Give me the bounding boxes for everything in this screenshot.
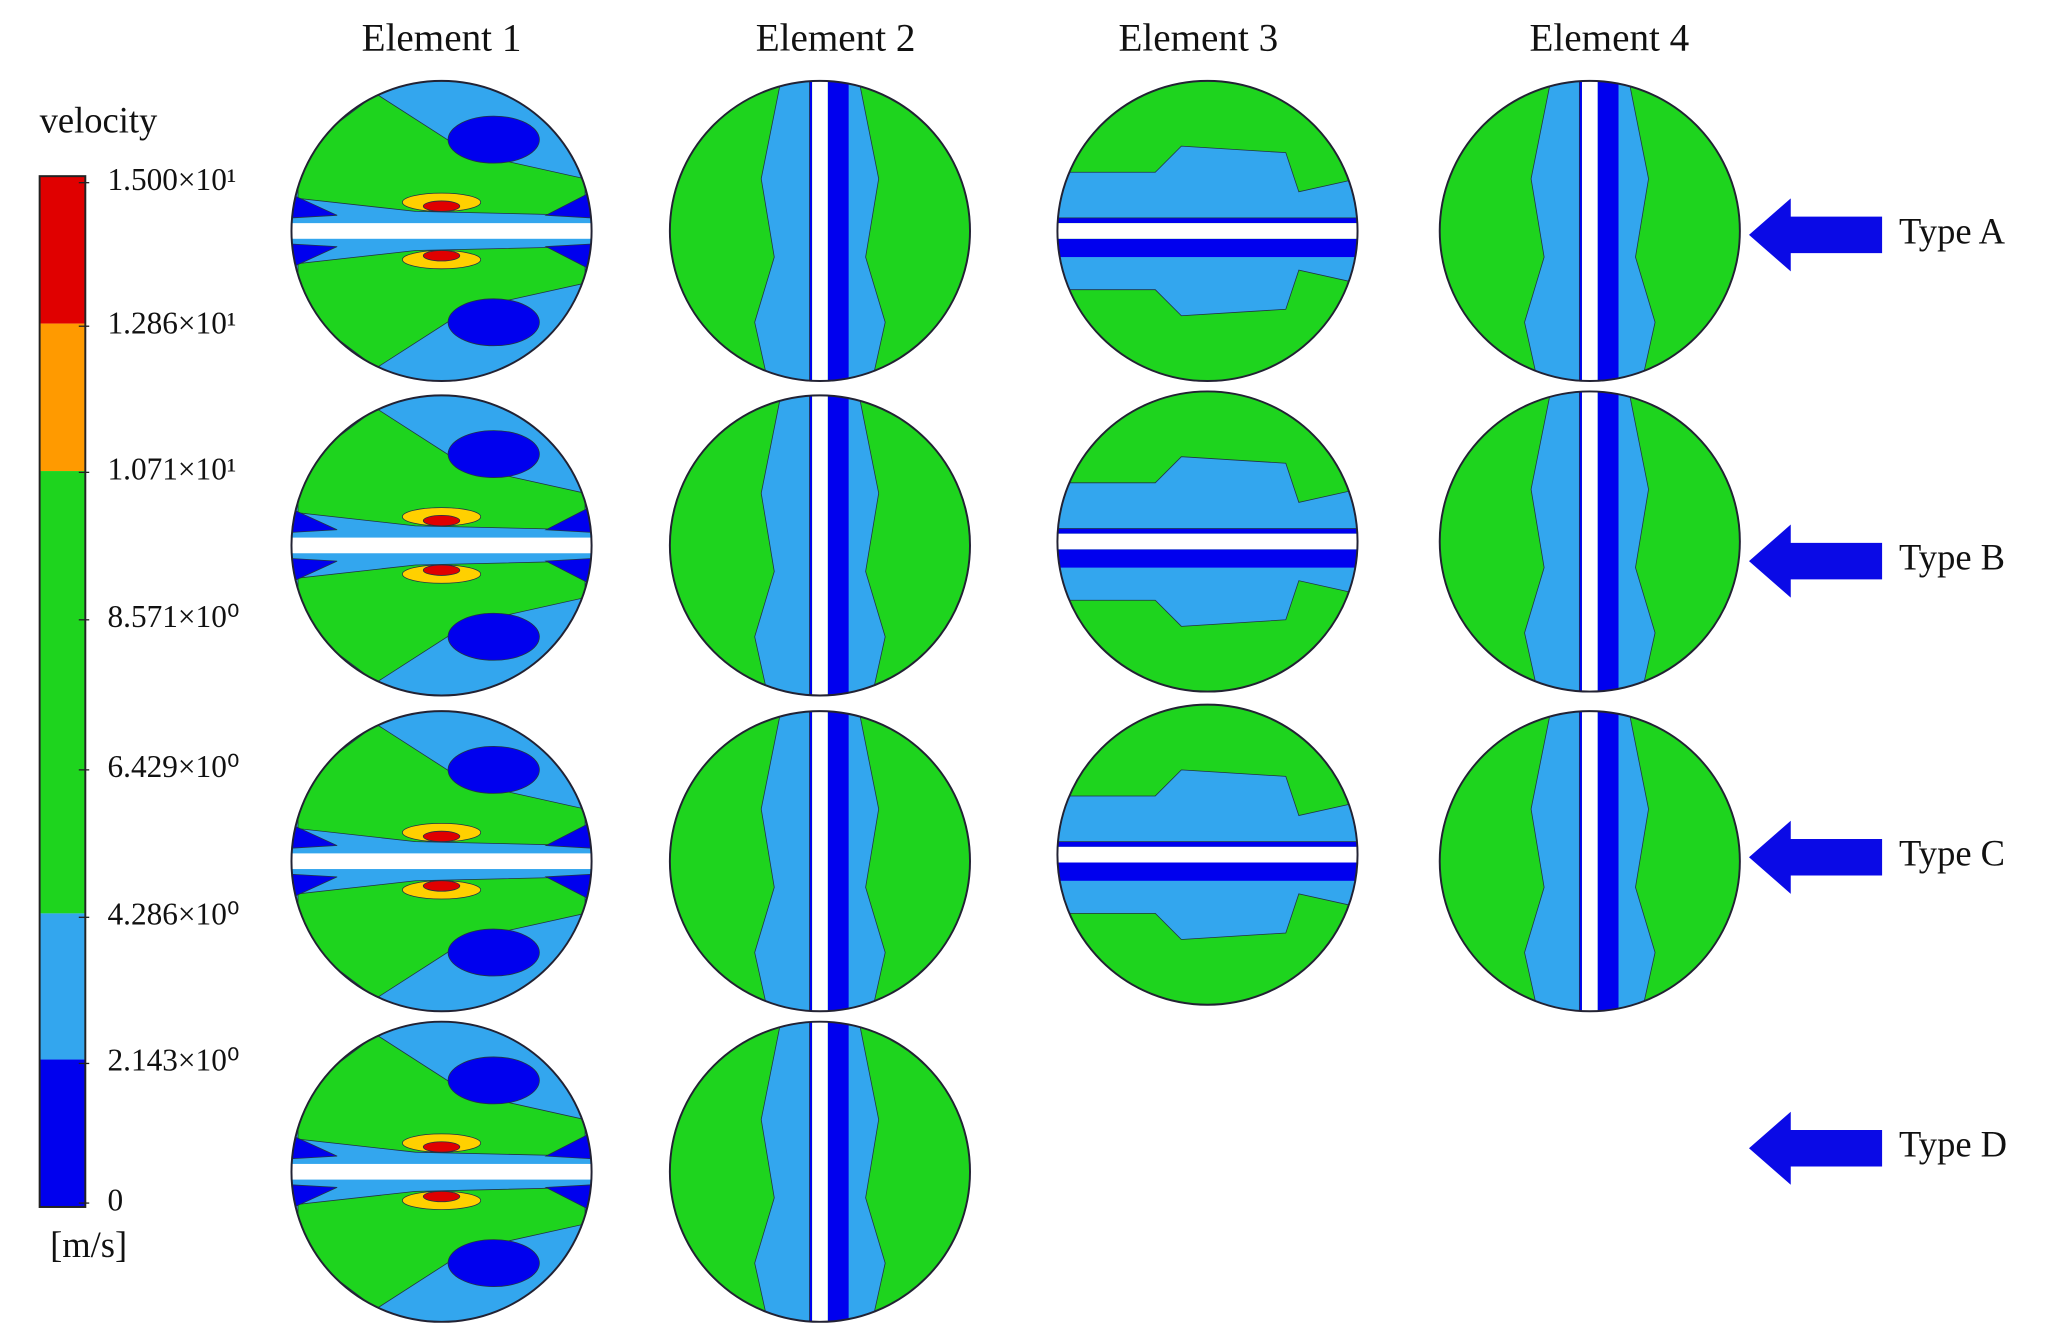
type-arrow <box>1748 198 1883 272</box>
disc-outline <box>1056 390 1359 693</box>
contour-disc <box>669 1021 971 1322</box>
disc-outline <box>1438 79 1741 382</box>
disc-outline <box>668 1020 971 1323</box>
colorbar-tick-label: 1.071×10¹ <box>107 452 236 487</box>
row-label: Type B <box>1899 536 2005 577</box>
disc-outline <box>290 1020 593 1323</box>
contour-disc <box>291 80 592 382</box>
disc-outline <box>1056 79 1359 382</box>
disc-outline <box>290 394 593 697</box>
contour-disc <box>1439 711 1740 1012</box>
disc-outline <box>1438 390 1741 693</box>
disc-outline <box>1056 703 1359 1006</box>
contour-disc <box>1057 704 1358 1005</box>
contour-disc <box>669 711 971 1012</box>
contour-disc <box>1439 80 1740 382</box>
contour-disc <box>291 1021 592 1322</box>
colorbar-tick-label: 1.286×10¹ <box>107 305 236 340</box>
row-label: Type A <box>1899 210 2006 251</box>
column-header: Element 2 <box>756 17 916 60</box>
colorbar <box>38 175 87 1208</box>
colorbar-unit: [m/s] <box>50 1224 127 1265</box>
colorbar-tick-label: 0 <box>107 1182 123 1217</box>
colorbar-tick-label: 8.571×10⁰ <box>107 599 239 634</box>
colorbar-tick-label: 2.143×10⁰ <box>107 1043 239 1078</box>
colorbar-title: velocity <box>40 99 158 140</box>
colorbar-tick-label: 6.429×10⁰ <box>107 749 239 784</box>
column-header: Element 3 <box>1118 17 1278 60</box>
disc-outline <box>668 394 971 697</box>
disc-outline <box>1438 710 1741 1013</box>
row-label: Type C <box>1899 833 2005 874</box>
disc-outline <box>668 79 971 382</box>
column-header: Element 1 <box>362 17 522 60</box>
type-arrow <box>1748 820 1883 894</box>
contour-disc <box>1057 391 1358 692</box>
contour-disc <box>669 80 971 382</box>
contour-disc <box>291 395 592 696</box>
disc-outline <box>290 79 593 382</box>
column-header: Element 4 <box>1530 17 1690 60</box>
contour-disc <box>291 711 592 1012</box>
contour-disc <box>1439 391 1740 692</box>
type-arrow <box>1748 1111 1883 1185</box>
type-arrow <box>1748 524 1883 598</box>
disc-outline <box>668 710 971 1013</box>
colorbar-tick-label: 1.500×10¹ <box>107 162 236 197</box>
contour-disc <box>669 395 971 696</box>
contour-disc <box>1057 80 1358 382</box>
row-label: Type D <box>1899 1124 2007 1165</box>
disc-outline <box>290 710 593 1013</box>
colorbar-tick-label: 4.286×10⁰ <box>107 897 239 932</box>
